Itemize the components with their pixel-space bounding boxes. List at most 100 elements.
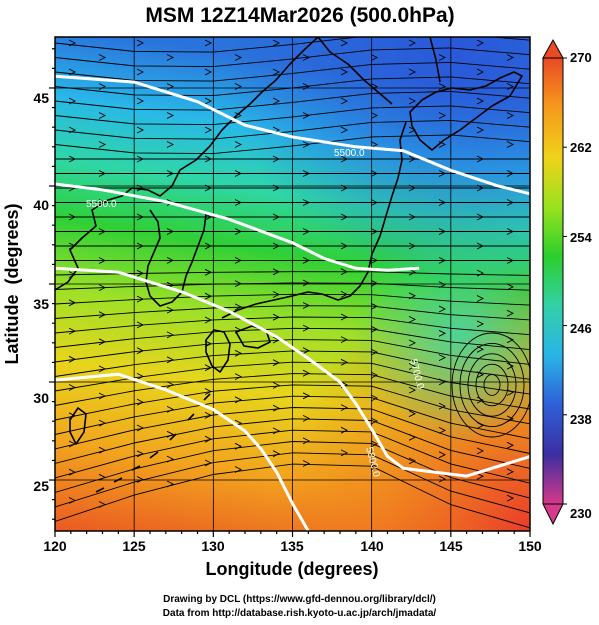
streamline-arrow xyxy=(136,213,145,221)
streamline-arrow xyxy=(166,430,175,438)
streamline-arrow xyxy=(340,449,349,457)
streamline-arrow xyxy=(408,457,417,465)
coastline-china xyxy=(55,37,319,291)
x-tick-label: 120 xyxy=(43,538,67,554)
streamline-arrow xyxy=(166,228,175,235)
streamline-arrow xyxy=(340,242,349,250)
streamline-arrow xyxy=(98,112,107,119)
streamline-arrow xyxy=(506,441,515,449)
streamline-arrow xyxy=(136,398,145,406)
streamline-arrow xyxy=(166,170,175,177)
streamline-arrow xyxy=(136,39,145,47)
streamline-arrow xyxy=(136,155,145,163)
streamline-arrow xyxy=(408,242,417,250)
streamline-arrow xyxy=(302,141,311,148)
plot-title: MSM 12Z14Mar2026 (500.0hPa) xyxy=(145,4,454,27)
streamline-arrow xyxy=(166,54,175,61)
streamline-arrow xyxy=(166,141,175,148)
coastline-russia xyxy=(317,37,393,105)
streamline-arrow xyxy=(476,155,485,163)
streamline-arrow xyxy=(302,199,311,206)
colorbar-label: 254 xyxy=(570,230,592,245)
ryukyu-islands xyxy=(95,393,211,493)
streamline-arrow xyxy=(136,126,145,134)
y-tick-label: 40 xyxy=(33,197,49,213)
streamline-arrow xyxy=(370,417,379,425)
coastline-taiwan xyxy=(69,407,87,445)
x-tick-label: 145 xyxy=(439,538,463,554)
streamline-arrow xyxy=(408,292,417,300)
streamline-arrow xyxy=(302,324,311,332)
streamline-arrow xyxy=(506,309,515,317)
colorbar: 270 262 254 246 238 230 xyxy=(542,38,592,526)
streamline-arrow xyxy=(166,455,175,463)
streamline-arrow xyxy=(506,170,515,177)
streamline-arrow xyxy=(98,338,107,346)
streamline-arrow xyxy=(98,257,107,264)
streamline-arrow xyxy=(136,347,145,355)
streamline-arrow xyxy=(302,54,311,61)
streamline-arrow xyxy=(408,97,417,105)
streamline-arrow xyxy=(340,313,349,321)
streamline-arrow xyxy=(234,303,243,311)
streamline-arrow xyxy=(340,39,349,47)
streamline-arrow xyxy=(68,440,77,448)
contour-label-5500-west: 5500.0 xyxy=(86,199,117,210)
streamline-arrow xyxy=(136,476,145,483)
streamline-arrow xyxy=(476,213,485,221)
x-tick-label: 130 xyxy=(201,538,225,554)
streamline-arrow xyxy=(302,228,311,235)
streamline-arrow xyxy=(438,426,447,434)
colorbar-label: 262 xyxy=(570,140,592,155)
streamline-arrow xyxy=(476,472,485,480)
y-tick-label: 30 xyxy=(33,390,49,406)
coastline-shikoku xyxy=(235,325,271,349)
trough-circulation xyxy=(459,342,525,428)
streamline-arrow xyxy=(408,155,417,163)
streamline-arrow xyxy=(272,39,281,47)
streamline-arrow xyxy=(340,68,349,76)
streamline-arrow xyxy=(408,39,417,47)
streamline-arrow xyxy=(370,302,379,310)
x-tick-label: 150 xyxy=(518,538,542,554)
streamline-arrow xyxy=(340,290,349,298)
streamline-arrow xyxy=(272,213,281,221)
streamline-arrow xyxy=(438,83,447,90)
streamline-arrow xyxy=(204,213,213,221)
credit-data: Data from http://database.rish.kyoto-u.a… xyxy=(162,608,437,619)
streamline-arrow xyxy=(98,228,107,235)
trough-circulation xyxy=(467,353,517,417)
streamline-arrow xyxy=(234,442,243,450)
streamline-arrow xyxy=(370,54,379,61)
streamline-arrow xyxy=(234,54,243,61)
streamline-arrow xyxy=(98,311,107,319)
trough-circulation xyxy=(483,374,501,396)
streamline-arrow xyxy=(234,228,243,235)
streamline-arrow xyxy=(204,155,213,163)
colorbar-tick-labels: 270 262 254 246 238 230 xyxy=(570,50,592,521)
streamline-arrow xyxy=(98,446,107,454)
streamline-arrow xyxy=(136,97,145,105)
streamline-arrow xyxy=(166,381,175,389)
streamline-arrow xyxy=(302,414,311,422)
streamline-arrow xyxy=(302,437,311,445)
plot-area: 5500.0 5500.0 5700.0 5800.0 xyxy=(55,37,530,531)
y-tick-label: 25 xyxy=(33,478,49,494)
streamline-arrow xyxy=(68,468,77,476)
streamline-arrow xyxy=(340,336,349,344)
streamline-arrow xyxy=(204,242,213,250)
streamline-arrow xyxy=(98,365,107,373)
y-axis-title: Latitude (degrees) xyxy=(2,203,22,364)
streamline-arrow xyxy=(340,426,349,434)
streamline-arrow xyxy=(68,213,77,221)
streamline-arrow xyxy=(408,363,417,370)
x-tick-label: 125 xyxy=(122,538,146,554)
streamline-arrow xyxy=(234,199,243,206)
streamline-arrow xyxy=(204,388,213,395)
streamline-arrow xyxy=(438,354,447,362)
streamline-arrow xyxy=(234,83,243,90)
streamline-arrow xyxy=(204,126,213,134)
streamline-arrow xyxy=(136,295,145,303)
streamline-arrow xyxy=(166,356,175,364)
streamline-arrow xyxy=(438,451,447,459)
